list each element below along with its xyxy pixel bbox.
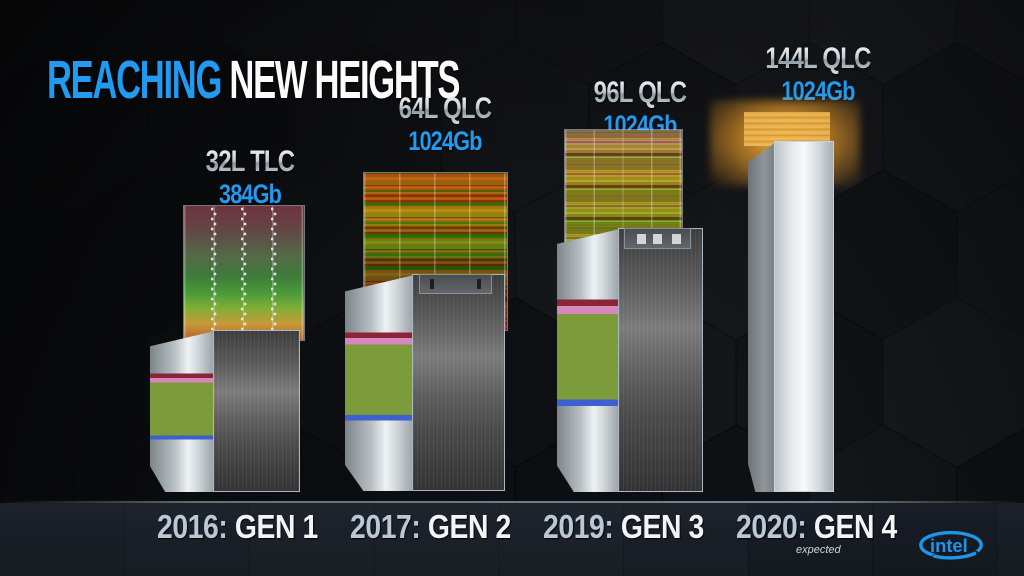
svg-text:intel: intel [930,535,968,556]
